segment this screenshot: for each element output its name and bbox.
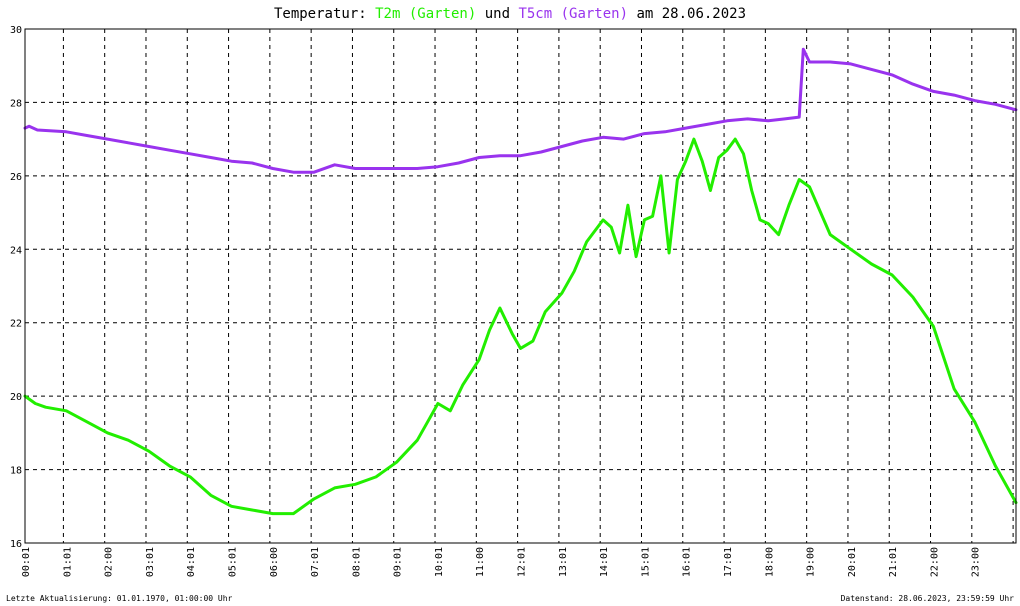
x-tick-label: 05:01	[227, 547, 238, 577]
title-suffix: am 28.06.2023	[628, 6, 746, 22]
x-tick-label: 14:01	[599, 547, 610, 577]
x-tick-label: 23:00	[971, 547, 982, 577]
x-tick-label: 18:00	[764, 547, 775, 577]
y-tick-label: 26	[10, 172, 22, 183]
plot-frame	[24, 28, 1017, 544]
footer-last-update: Letzte Aktualisierung: 01.01.1970, 01:00…	[6, 594, 233, 603]
x-tick-label: 21:01	[888, 547, 899, 577]
x-tick-label: 03:01	[145, 547, 156, 577]
x-tick-label: 11:00	[475, 547, 486, 577]
series-lines	[23, 47, 1018, 516]
x-tick-label: 08:01	[351, 547, 362, 577]
x-tick-label: 02:00	[104, 547, 115, 577]
title-prefix: Temperatur:	[274, 6, 375, 22]
y-tick-label: 30	[10, 25, 22, 36]
x-tick-label: 06:00	[269, 547, 280, 577]
x-tick-label: 12:01	[517, 547, 528, 577]
x-tick-label: 00:01	[21, 547, 32, 577]
x-tick-label: 10:01	[434, 547, 445, 577]
title-series-t2m: T2m (Garten)	[375, 6, 476, 22]
x-tick-label: 17:01	[723, 547, 734, 577]
x-tick-label: 15:01	[640, 547, 651, 577]
x-tick-label: 19:00	[806, 547, 817, 577]
x-tick-label: 04:01	[186, 547, 197, 577]
series-line-t5cm	[23, 47, 1018, 174]
y-tick-label: 24	[10, 245, 22, 256]
x-tick-label: 22:00	[929, 547, 940, 577]
y-tick-label: 18	[10, 466, 22, 477]
x-tick-label: 09:01	[393, 547, 404, 577]
x-tick-label: 07:01	[310, 547, 321, 577]
x-tick-label: 13:01	[558, 547, 569, 577]
y-tick-label: 20	[10, 392, 22, 403]
chart-title: Temperatur: T2m (Garten) und T5cm (Garte…	[274, 6, 746, 22]
y-axis-ticks: 16 18 20 22 24 26 28 30	[10, 25, 22, 550]
y-tick-label: 28	[10, 98, 22, 109]
footer-data-status: Datenstand: 28.06.2023, 23:59:59 Uhr	[841, 594, 1015, 603]
x-tick-label: 16:01	[682, 547, 693, 577]
y-tick-label: 22	[10, 319, 22, 330]
title-middle: und	[476, 6, 518, 22]
title-series-t5cm: T5cm (Garten)	[518, 6, 628, 22]
x-tick-label: 20:01	[847, 547, 858, 577]
series-line-t2m	[23, 137, 1018, 516]
x-tick-label: 01:01	[62, 547, 73, 577]
x-axis-ticks: 00:01 01:01 02:00 03:01 04:01 05:01 06:00 07:01…	[21, 547, 982, 577]
y-tick-label: 16	[10, 539, 22, 550]
